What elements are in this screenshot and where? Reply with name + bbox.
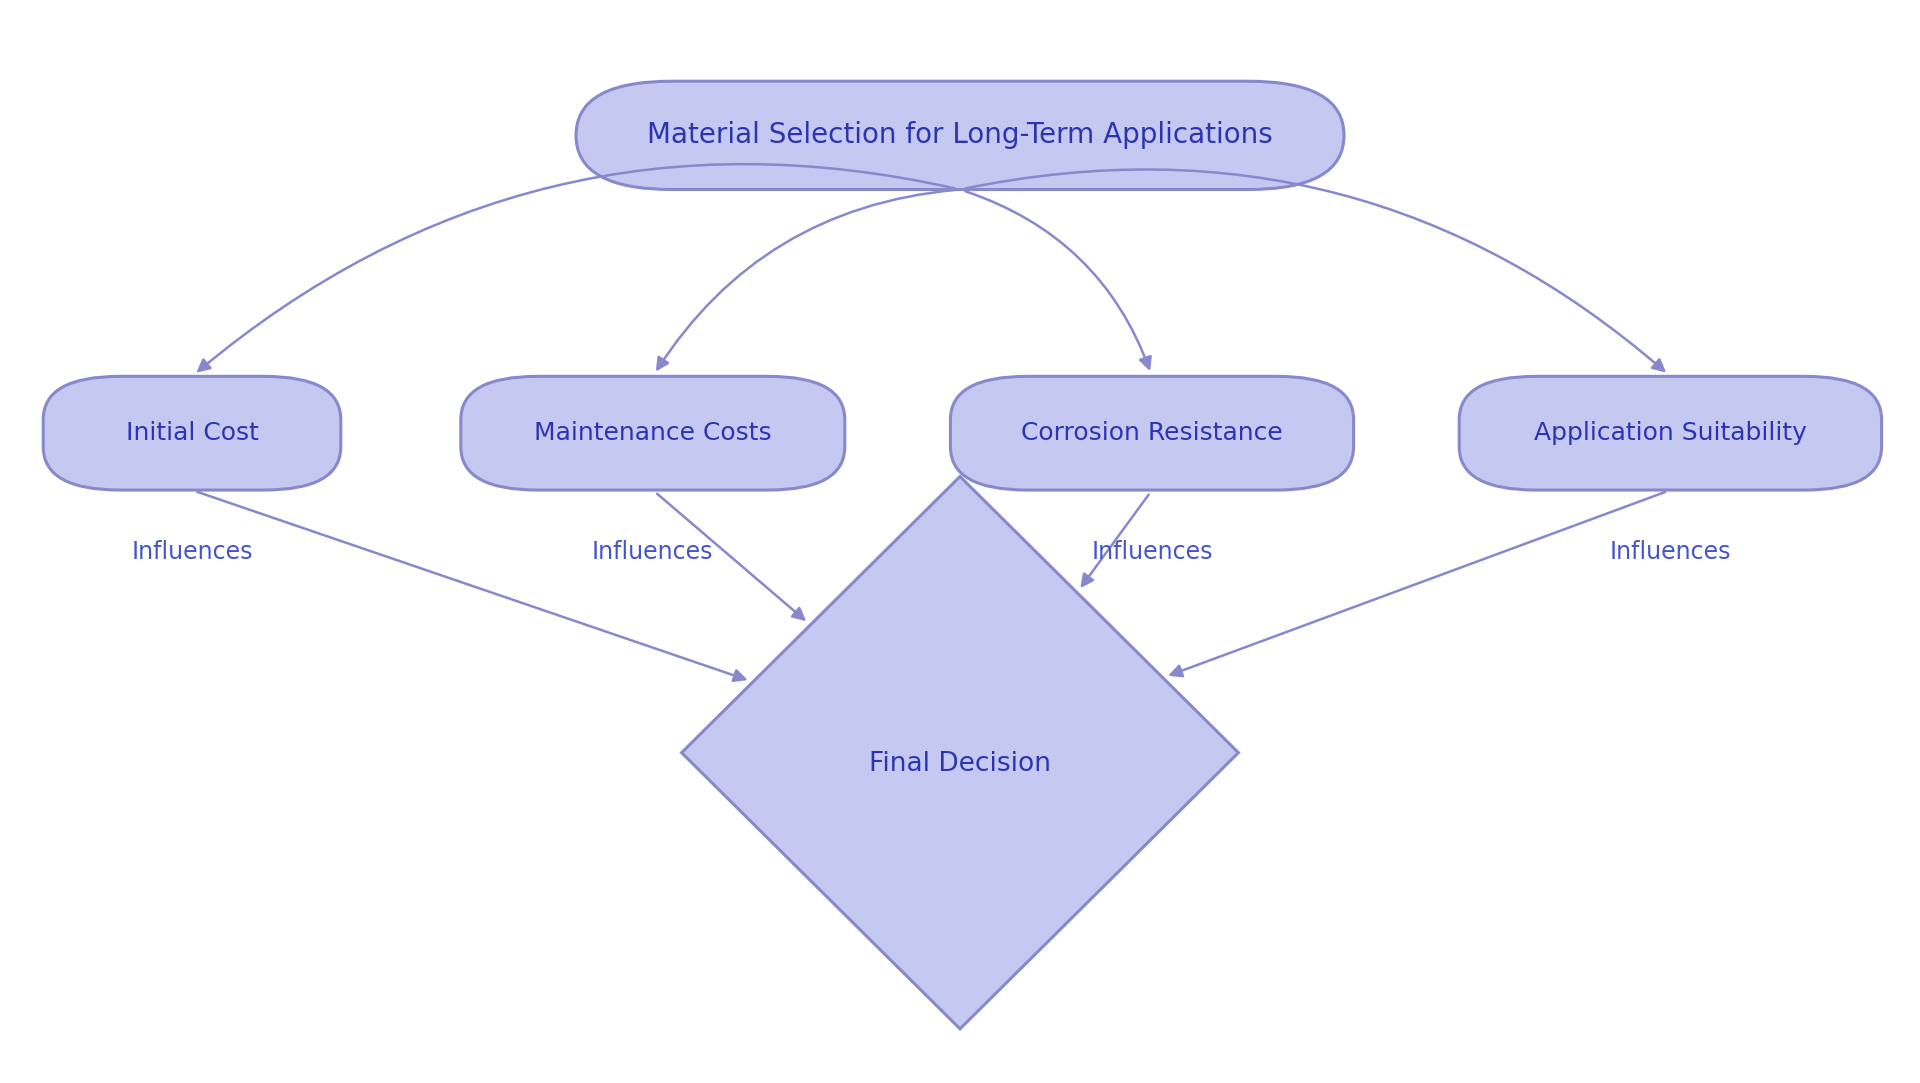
FancyBboxPatch shape: [461, 377, 845, 490]
Text: Material Selection for Long-Term Applications: Material Selection for Long-Term Applica…: [647, 121, 1273, 149]
Text: Final Decision: Final Decision: [870, 751, 1050, 777]
Text: Influences: Influences: [591, 540, 714, 564]
Text: Influences: Influences: [1091, 540, 1213, 564]
Text: Application Suitability: Application Suitability: [1534, 421, 1807, 445]
Text: Initial Cost: Initial Cost: [125, 421, 259, 445]
Text: Corrosion Resistance: Corrosion Resistance: [1021, 421, 1283, 445]
FancyBboxPatch shape: [44, 377, 340, 490]
FancyBboxPatch shape: [576, 81, 1344, 190]
FancyBboxPatch shape: [950, 377, 1354, 490]
FancyBboxPatch shape: [1459, 377, 1882, 490]
Text: Maintenance Costs: Maintenance Costs: [534, 421, 772, 445]
Text: Influences: Influences: [131, 540, 253, 564]
Text: Influences: Influences: [1609, 540, 1732, 564]
Polygon shape: [682, 477, 1238, 1029]
